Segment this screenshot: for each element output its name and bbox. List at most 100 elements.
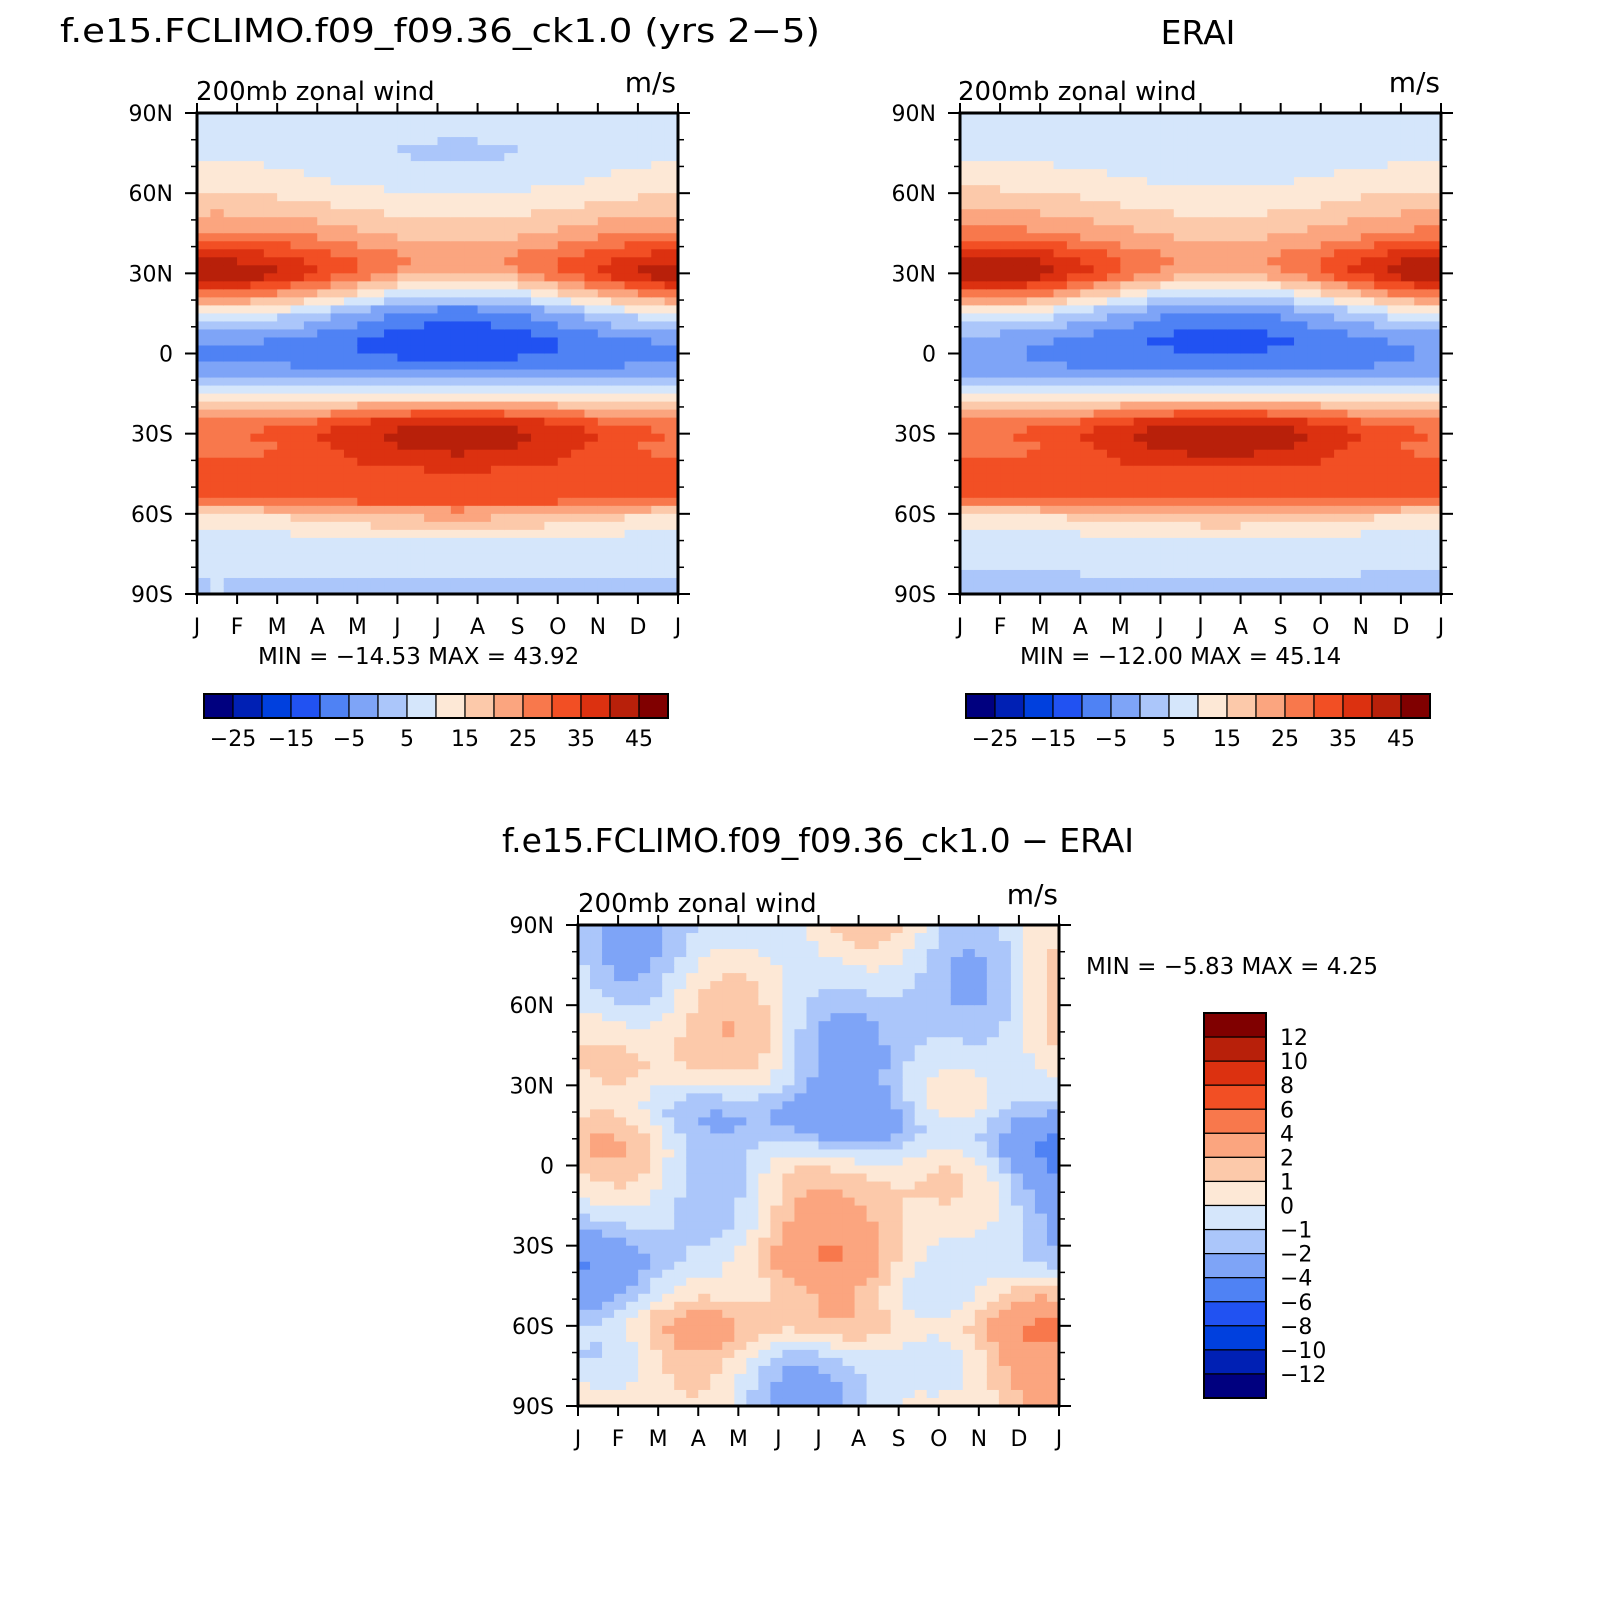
plot-diff-cell bbox=[614, 1197, 627, 1207]
plot-obs-cell bbox=[1160, 241, 1175, 250]
plot-model-cell bbox=[237, 329, 252, 339]
plot-obs-cell bbox=[1427, 489, 1442, 499]
plot-obs-cell bbox=[1320, 473, 1335, 483]
plot-model-cell bbox=[410, 345, 425, 355]
plot-obs-cell bbox=[973, 497, 988, 507]
plot-obs-cell bbox=[1120, 401, 1135, 411]
plot-diff-cell bbox=[602, 1117, 615, 1127]
plot-obs-cell bbox=[1160, 409, 1175, 419]
plot-model-cell bbox=[384, 257, 399, 266]
plot-obs-cell bbox=[1240, 505, 1255, 515]
plot-obs-cell bbox=[1374, 241, 1389, 250]
plot-obs-cell bbox=[1320, 553, 1335, 563]
plot-model-cell bbox=[597, 217, 612, 226]
plot-obs-cell bbox=[1280, 401, 1295, 411]
plot-obs-cell bbox=[1160, 329, 1175, 339]
plot-obs-cell bbox=[1120, 201, 1135, 210]
plot-obs-cell bbox=[1213, 321, 1228, 331]
plot-obs-cell bbox=[986, 441, 1001, 451]
plot-obs-cell bbox=[1294, 441, 1308, 451]
plot-model-cell bbox=[477, 201, 492, 210]
plot-model-cell bbox=[597, 145, 612, 154]
plot-obs-cell bbox=[1253, 377, 1268, 387]
plot-model-cell bbox=[477, 545, 492, 555]
plot-obs-cell bbox=[1000, 417, 1015, 427]
plot-model-cell bbox=[531, 409, 545, 419]
plot-model-cell bbox=[477, 257, 492, 266]
plot-obs-cell bbox=[1240, 297, 1255, 306]
plot-obs-cell bbox=[1133, 465, 1148, 475]
plot-model-cell bbox=[504, 353, 519, 363]
plot-model-cell bbox=[330, 497, 345, 507]
plot-model-cell bbox=[517, 145, 532, 154]
plot-model-cell bbox=[210, 521, 225, 531]
plot-obs-cell bbox=[1267, 521, 1282, 531]
plot-obs-cell bbox=[1294, 449, 1308, 459]
plot-diff-cell bbox=[638, 1317, 651, 1327]
plot-obs-cell bbox=[1160, 577, 1175, 587]
plot-obs-cell bbox=[1360, 281, 1375, 290]
plot-diff-cell bbox=[590, 973, 603, 982]
plot-model-cell bbox=[410, 257, 425, 266]
plot-model-cell bbox=[357, 185, 372, 194]
plot-diff-cell bbox=[602, 1333, 615, 1343]
plot-model-cell bbox=[517, 193, 532, 202]
plot-obs-cell bbox=[1227, 569, 1242, 579]
plot-model-cell bbox=[237, 505, 252, 515]
plot-model-cell bbox=[624, 201, 639, 210]
plot-model-cell bbox=[330, 169, 345, 178]
plot-model-cell bbox=[410, 585, 425, 595]
plot-model-cell bbox=[504, 465, 519, 475]
plot-model-cell bbox=[357, 249, 372, 258]
plot-obs-cell bbox=[1427, 329, 1442, 339]
plot-model-cell bbox=[263, 137, 278, 146]
plot-model-cell bbox=[197, 233, 211, 242]
plot-diff-cell bbox=[614, 1077, 627, 1086]
plot-model-cell bbox=[277, 153, 292, 162]
plot-model-cell bbox=[370, 465, 385, 475]
plot-model-cell bbox=[197, 545, 211, 555]
plot-model-cell bbox=[450, 297, 465, 306]
plot-obs-cell bbox=[1360, 241, 1375, 250]
plot-obs-cell bbox=[1347, 273, 1362, 282]
plot-model-cell bbox=[490, 233, 505, 242]
plot-model-cell bbox=[410, 233, 425, 242]
plot-obs-cell bbox=[1360, 465, 1375, 475]
plot-model-cell bbox=[584, 241, 599, 250]
plot-diff-cell bbox=[578, 1189, 591, 1199]
plot-obs-cell bbox=[1160, 545, 1175, 555]
plot-model-cell bbox=[343, 369, 358, 379]
plot-model-cell bbox=[290, 497, 305, 507]
plot-model-cell bbox=[410, 161, 425, 170]
plot-obs-cell bbox=[986, 201, 1001, 210]
plot-obs-cell bbox=[986, 169, 1001, 178]
plot-model-cell bbox=[223, 137, 238, 146]
plot-model-cell bbox=[237, 521, 252, 531]
plot-model-cell bbox=[210, 305, 225, 315]
plot-model-cell bbox=[624, 289, 639, 298]
plot-obs-cell bbox=[1414, 585, 1429, 595]
plot-model-cell bbox=[410, 553, 425, 563]
plot-model-cell bbox=[464, 441, 479, 451]
plot-model-cell bbox=[223, 521, 238, 531]
plot-obs-cell bbox=[1040, 425, 1055, 435]
plot-obs-cell bbox=[973, 505, 988, 515]
plot-obs-cell bbox=[1133, 553, 1148, 563]
plot-obs-cell bbox=[1173, 513, 1188, 523]
plot-model-cell bbox=[277, 521, 292, 531]
plot-obs-cell bbox=[1240, 305, 1255, 315]
plot-obs-cell bbox=[1280, 265, 1295, 274]
plot-model-cell bbox=[477, 169, 492, 178]
plot-obs-cell bbox=[1106, 473, 1121, 483]
plot-obs-cell bbox=[1360, 369, 1375, 379]
plot-obs-cell bbox=[1227, 417, 1242, 427]
plot-obs-cell bbox=[1026, 289, 1041, 298]
plot-model-cell bbox=[651, 201, 666, 210]
plot-model-cell bbox=[197, 249, 211, 258]
plot-model-cell bbox=[223, 161, 238, 170]
plot-obs-cell bbox=[973, 129, 988, 138]
plot-model-cell bbox=[464, 449, 479, 459]
plot-model-cell bbox=[424, 137, 439, 146]
plot-obs-cell bbox=[1253, 313, 1268, 323]
